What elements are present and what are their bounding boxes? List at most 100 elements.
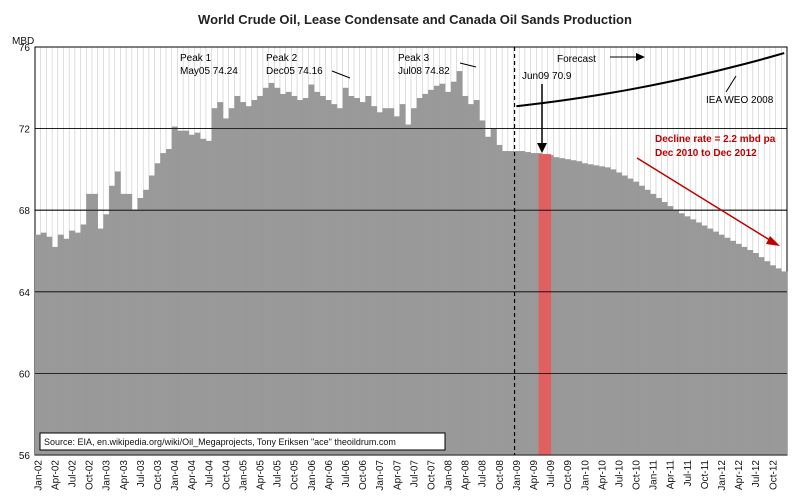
bar	[109, 185, 116, 455]
x-tick-label: Apr-05	[256, 460, 267, 490]
y-tick-labels: 56 60 64 68 72 76	[19, 43, 31, 462]
x-tick-label: Jul-09	[546, 460, 557, 488]
bar	[183, 130, 190, 455]
bar	[678, 213, 685, 455]
bar	[610, 169, 617, 455]
bar	[336, 108, 343, 455]
bar	[650, 193, 657, 455]
bar	[519, 151, 526, 456]
bar	[411, 108, 417, 455]
bar	[103, 214, 110, 455]
x-tick-label: Oct-05	[290, 460, 301, 490]
forecast-label: Forecast	[557, 54, 596, 65]
bar	[553, 157, 560, 455]
x-tick-label: Oct-03	[153, 460, 164, 490]
bar	[257, 95, 264, 456]
bar	[718, 234, 725, 455]
bar	[581, 163, 588, 455]
bar	[228, 108, 235, 455]
peak2-label: Peak 2	[266, 53, 298, 64]
bar	[376, 112, 383, 455]
bar	[433, 85, 440, 455]
bar	[775, 268, 782, 455]
y-tick-label: 76	[19, 43, 31, 54]
x-tick-label: Apr-03	[119, 460, 130, 490]
bar	[131, 210, 138, 455]
bar	[513, 151, 520, 456]
bar	[638, 185, 645, 455]
bar	[97, 228, 104, 455]
bar	[416, 98, 423, 455]
bar	[262, 87, 269, 456]
bar	[661, 202, 668, 455]
x-tick-label: Oct-07	[426, 460, 437, 490]
bar	[712, 231, 719, 455]
x-tick-label: Jul-06	[341, 460, 352, 488]
bar	[35, 234, 41, 455]
bar	[769, 265, 776, 455]
bar	[781, 271, 788, 455]
bar	[599, 166, 605, 455]
bar	[177, 130, 184, 455]
bar	[268, 82, 275, 456]
x-tick-label: Jan-07	[375, 460, 386, 491]
x-tick-label: Oct-12	[768, 460, 779, 490]
bar	[74, 232, 81, 455]
bar	[251, 100, 258, 455]
bar	[46, 236, 53, 455]
x-tick-label: Jan-11	[649, 460, 660, 490]
bar	[559, 158, 566, 455]
x-tick-label: Jul-12	[751, 460, 762, 488]
bar	[530, 153, 537, 455]
x-tick-label: Apr-06	[324, 460, 335, 490]
x-tick-label: Apr-08	[461, 460, 472, 490]
forecast-line	[516, 52, 785, 108]
iea-pointer	[725, 75, 737, 93]
bar	[422, 93, 429, 456]
x-tick-label: Apr-04	[187, 460, 198, 490]
x-tick-label: Jan-06	[307, 460, 318, 491]
bar	[234, 95, 241, 456]
peak3-value: Jul08 74.82	[398, 66, 450, 77]
chart-title: World Crude Oil, Lease Condensate and Ca…	[198, 12, 632, 27]
bar	[752, 253, 759, 455]
bar	[325, 100, 332, 455]
x-tick-label: Oct-10	[632, 460, 643, 490]
x-tick-label: Oct-06	[358, 460, 369, 490]
x-tick-label: Apr-11	[666, 460, 677, 490]
bar	[359, 102, 366, 455]
bar	[445, 91, 452, 455]
y-tick-label: 56	[19, 451, 31, 462]
forecast-arrowhead	[636, 53, 645, 61]
x-tick-label: Oct-11	[700, 460, 711, 490]
bar	[91, 193, 98, 455]
bar	[479, 120, 486, 455]
bar	[57, 234, 64, 455]
bar	[667, 206, 674, 455]
bar	[342, 87, 349, 456]
bar	[80, 224, 87, 455]
x-tick-labels: Jan-02 Apr-02 Jul-02 Oct-02 Jan-03 Apr-03 Jul-…	[33, 460, 779, 491]
peak2-value: Dec05 74.16	[266, 66, 323, 77]
jun09-label: Jun09 70.9	[522, 71, 572, 82]
x-tick-label: Apr-02	[50, 460, 61, 490]
x-tick-label: Apr-09	[529, 460, 540, 490]
bar	[450, 81, 457, 456]
bar	[166, 149, 173, 455]
bar	[485, 136, 492, 455]
x-tick-label: Oct-02	[85, 460, 96, 490]
decline-arrow	[636, 157, 774, 243]
bar	[279, 93, 286, 456]
bar	[570, 160, 577, 455]
bar	[154, 163, 161, 455]
bar	[724, 237, 731, 455]
x-tick-label: Jul-08	[478, 460, 489, 488]
x-tick-label: Oct-04	[221, 460, 232, 490]
bar	[633, 181, 640, 455]
bar	[456, 71, 463, 456]
bar	[314, 91, 321, 455]
bar	[348, 95, 355, 456]
overlays	[513, 47, 785, 455]
bar	[502, 151, 509, 456]
bar	[467, 104, 474, 456]
